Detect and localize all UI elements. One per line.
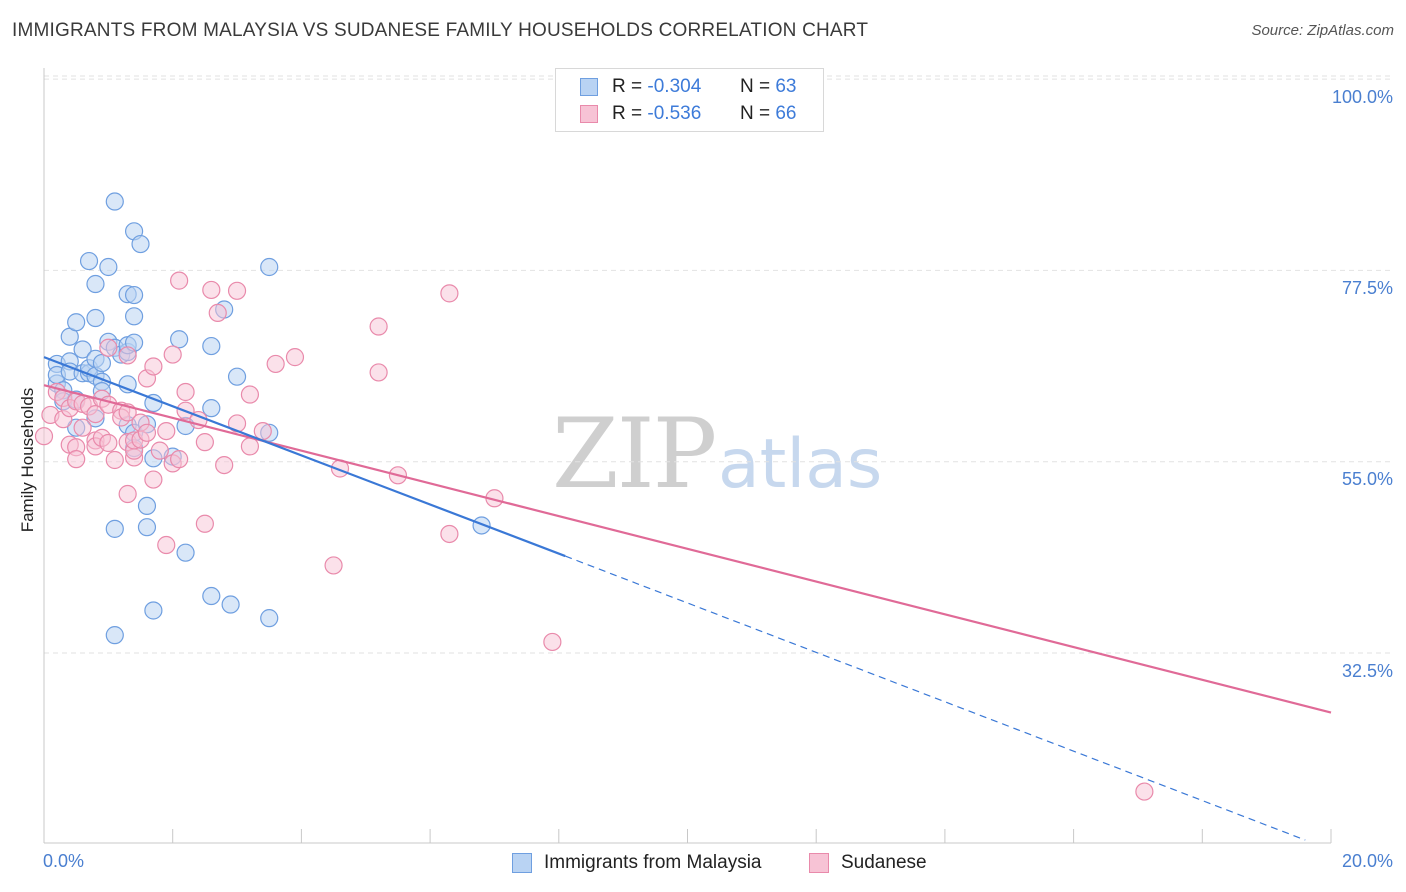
data-point-sudanese: [324, 556, 343, 575]
data-point-sudanese: [176, 382, 195, 402]
bottom-legend-malaysia: Immigrants from Malaysia: [512, 852, 762, 874]
legend-swatch-pink: [580, 105, 598, 123]
data-point-sudanese: [1135, 782, 1154, 801]
data-point-malaysia: [99, 257, 118, 277]
data-point-sudanese: [170, 271, 189, 290]
data-point-sudanese: [227, 281, 247, 300]
data-point-sudanese: [157, 535, 176, 555]
data-point-malaysia: [202, 586, 221, 606]
data-point-sudanese: [34, 427, 54, 446]
trend-extension-malaysia: [565, 555, 1306, 841]
data-point-sudanese: [163, 345, 182, 364]
data-point-sudanese: [215, 456, 234, 475]
data-point-sudanese: [118, 346, 137, 365]
data-point-malaysia: [73, 340, 92, 359]
data-point-sudanese: [99, 433, 118, 453]
data-point-sudanese: [67, 450, 86, 469]
data-point-malaysia: [86, 308, 105, 328]
data-point-malaysia: [92, 353, 112, 373]
legend-r-label: R =: [612, 103, 643, 124]
legend-r-value: -0.304: [647, 76, 702, 97]
data-point-malaysia: [221, 595, 240, 614]
data-point-malaysia: [170, 330, 189, 349]
data-point-malaysia: [144, 601, 163, 620]
data-point-sudanese: [195, 433, 214, 452]
bottom-legend-sudanese: Sudanese: [809, 852, 927, 874]
x-tick-label: 20.0%: [1341, 851, 1393, 871]
data-point-malaysia: [260, 257, 279, 277]
legend-n-label: N =: [739, 76, 771, 97]
data-point-sudanese: [137, 423, 157, 442]
data-point-sudanese: [86, 404, 105, 424]
data-point-sudanese: [253, 421, 272, 441]
legend-swatch-pink: [809, 853, 829, 873]
data-point-sudanese: [440, 284, 459, 303]
data-point-malaysia: [227, 367, 247, 386]
data-point-malaysia: [86, 274, 105, 294]
trend-line-malaysia: [43, 356, 566, 558]
legend-r-value: -0.536: [647, 103, 702, 124]
data-point-malaysia: [260, 609, 279, 628]
chart-title: IMMIGRANTS FROM MALAYSIA VS SUDANESE FAM…: [12, 20, 869, 41]
data-point-malaysia: [137, 496, 157, 516]
data-point-sudanese: [440, 524, 459, 544]
y-tick-label: 77.5%: [1341, 278, 1393, 298]
data-point-sudanese: [266, 354, 285, 374]
trend-line-sudanese: [43, 384, 1332, 714]
legend-n-value: 63: [775, 76, 797, 97]
data-point-sudanese: [157, 421, 176, 441]
data-point-malaysia: [131, 234, 150, 254]
y-tick-label: 100.0%: [1331, 87, 1393, 107]
data-point-sudanese: [240, 385, 260, 404]
data-point-malaysia: [176, 543, 195, 562]
data-point-malaysia: [472, 516, 491, 535]
data-point-sudanese: [73, 418, 92, 437]
data-point-malaysia: [79, 251, 99, 271]
watermark-zip: ZIP: [552, 398, 717, 510]
data-point-sudanese: [144, 470, 163, 489]
data-point-malaysia: [67, 313, 86, 332]
data-point-malaysia: [105, 192, 124, 211]
data-point-sudanese: [195, 514, 214, 533]
watermark-atlas: atlas: [718, 425, 883, 504]
data-point-sudanese: [150, 441, 169, 460]
data-point-malaysia: [202, 399, 221, 418]
legend-swatch-blue: [512, 853, 532, 873]
legend-r-label: R =: [612, 76, 643, 97]
data-point-sudanese: [202, 280, 221, 300]
data-point-malaysia: [105, 626, 124, 645]
x-tick-label: 0.0%: [43, 851, 85, 871]
legend-series-name: Sudanese: [841, 852, 927, 873]
data-point-sudanese: [285, 348, 305, 367]
data-point-sudanese: [369, 363, 388, 382]
legend-n-value: 66: [775, 103, 797, 124]
data-point-malaysia: [137, 518, 157, 537]
data-point-sudanese: [144, 357, 163, 376]
data-point-sudanese: [369, 317, 388, 336]
data-point-malaysia: [124, 307, 144, 326]
data-point-malaysia: [124, 285, 144, 305]
data-point-malaysia: [105, 519, 124, 538]
legend-swatch-blue: [580, 78, 598, 96]
legend: R = -0.304 N = 63 R = -0.536 N = 66: [555, 68, 824, 132]
y-tick-label: 55.0%: [1341, 469, 1393, 489]
legend-series-name: Immigrants from Malaysia: [544, 852, 762, 873]
y-tick-label: 32.5%: [1341, 661, 1393, 681]
data-point-sudanese: [99, 338, 118, 357]
source-label: Source: ZipAtlas.com: [1251, 22, 1394, 39]
legend-row-malaysia: R = -0.304 N = 63: [580, 75, 796, 99]
data-point-malaysia: [202, 336, 221, 356]
legend-n-label: N =: [739, 103, 771, 124]
legend-row-sudanese: R = -0.536 N = 66: [580, 102, 796, 126]
data-point-sudanese: [105, 450, 124, 470]
data-point-sudanese: [240, 437, 260, 456]
data-point-sudanese: [543, 632, 562, 652]
data-point-sudanese: [208, 303, 227, 323]
data-point-sudanese: [118, 484, 137, 504]
data-point-sudanese: [170, 450, 189, 469]
